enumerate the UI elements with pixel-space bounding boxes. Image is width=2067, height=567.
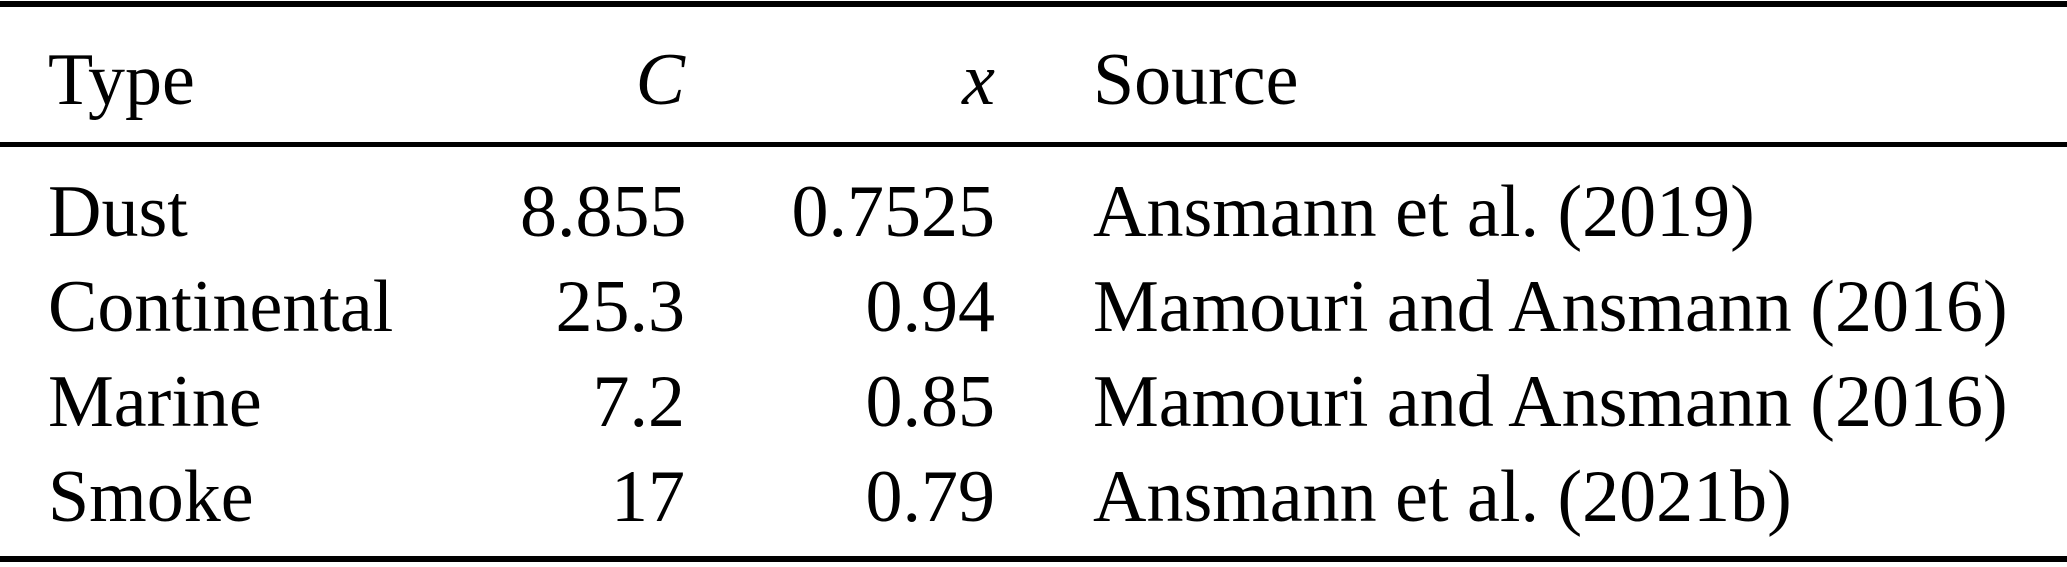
cell-x-value: 0.85: [865, 360, 996, 443]
cell-x-value: 0.7525: [791, 170, 996, 253]
table-header-rule: [0, 142, 2067, 147]
column-header-source: Source: [1093, 38, 1299, 121]
cell-c-value: 7.2: [592, 360, 686, 443]
cell-x-value: 0.94: [865, 265, 996, 348]
cell-type: Smoke: [48, 455, 254, 538]
cell-c-value: 8.855: [520, 170, 687, 253]
table-row-marine: Marine 7.2 0.85 Mamouri and Ansmann (201…: [0, 354, 2067, 449]
table-bottom-rule: [0, 556, 2067, 562]
table-row-smoke: Smoke 17 0.79 Ansmann et al. (2021b): [0, 449, 2067, 544]
table-header-row: Type C x Source: [0, 7, 2067, 142]
cell-source: Ansmann et al. (2019): [1093, 170, 1755, 253]
cell-x-value: 0.79: [865, 455, 996, 538]
cell-c-value: 25.3: [555, 265, 686, 348]
cell-source: Mamouri and Ansmann (2016): [1093, 265, 2008, 348]
column-header-c: C: [635, 38, 685, 121]
table-body: Dust 8.855 0.7525 Ansmann et al. (2019) …: [0, 147, 2067, 544]
column-header-x: x: [962, 38, 995, 121]
cell-type: Continental: [48, 265, 394, 348]
cell-type: Dust: [48, 170, 188, 253]
cell-c-value: 17: [611, 455, 685, 538]
cell-source: Mamouri and Ansmann (2016): [1093, 360, 2008, 443]
table-row-continental: Continental 25.3 0.94 Mamouri and Ansman…: [0, 259, 2067, 354]
table-top-rule: [0, 1, 2067, 7]
column-header-type: Type: [48, 38, 195, 121]
table-row-dust: Dust 8.855 0.7525 Ansmann et al. (2019): [0, 164, 2067, 259]
cell-source: Ansmann et al. (2021b): [1093, 455, 1792, 538]
cell-type: Marine: [48, 360, 262, 443]
